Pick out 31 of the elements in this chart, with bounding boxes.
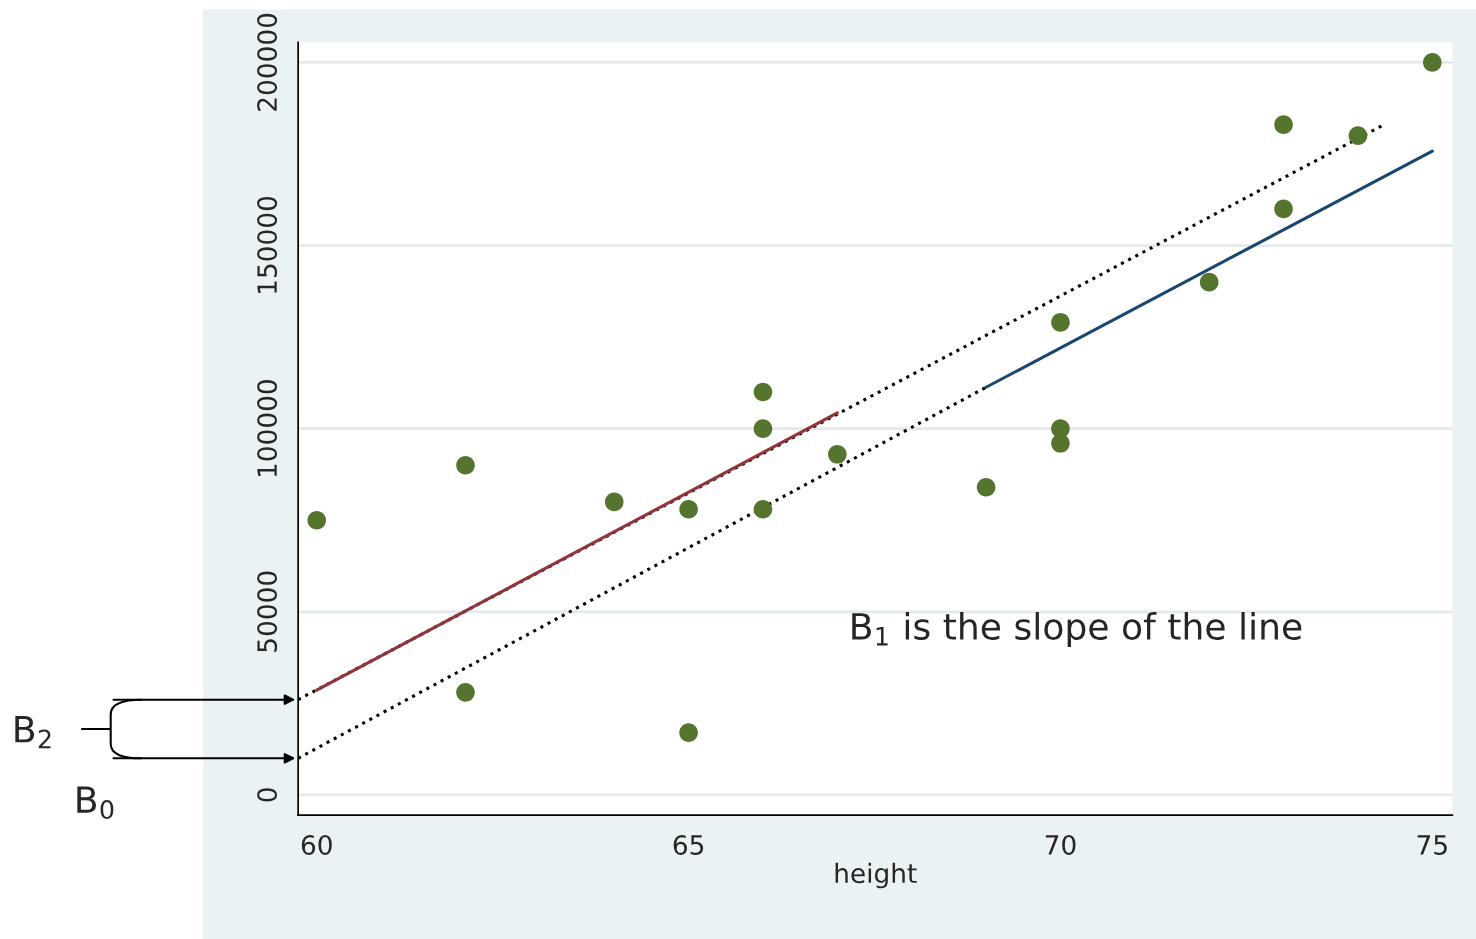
point [753, 499, 773, 519]
point [456, 683, 475, 702]
x-tick-label: 60 [301, 834, 332, 855]
x-tick-label: 70 [1045, 834, 1076, 855]
y-tick-label: 0 [257, 788, 278, 802]
annotation: B$_{1}$ is the slope of the line [852, 612, 1302, 648]
point [1348, 126, 1368, 145]
point [1199, 272, 1219, 292]
point [1422, 53, 1442, 72]
x-tick-label: 65 [673, 834, 704, 855]
x-tick-label: 75 [1417, 835, 1447, 855]
point [1274, 199, 1293, 219]
point [1051, 313, 1070, 332]
point [307, 510, 327, 530]
point [604, 492, 624, 512]
point [753, 419, 773, 438]
point [456, 455, 475, 475]
text: B$_{2}$ [15, 716, 51, 749]
y-tick-label: 200000 [257, 13, 278, 111]
point [1051, 433, 1070, 453]
point [828, 444, 847, 464]
point [1274, 115, 1293, 134]
y-tick-label: 50000 [257, 571, 278, 652]
point [679, 499, 698, 519]
point [679, 723, 698, 742]
x-axis-title: height [835, 862, 917, 889]
text: B$_{0}$ [77, 786, 114, 820]
point [976, 477, 996, 497]
point [753, 382, 773, 402]
y-tick-label: 100000 [257, 380, 278, 477]
y-tick-label: 150000 [257, 196, 278, 293]
